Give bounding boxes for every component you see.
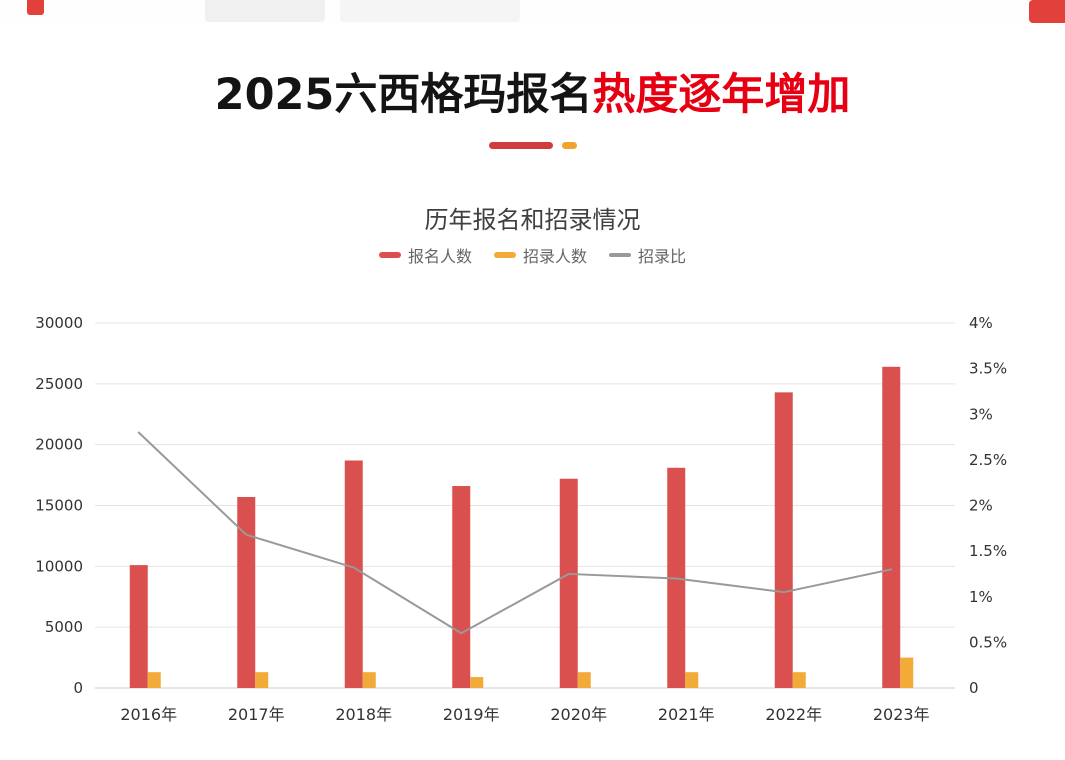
legend-item-admitted[interactable]: 招录人数: [493, 243, 587, 267]
right-axis-tick-label: 0.5%: [969, 633, 1007, 651]
legend-label-applicants: 报名人数: [407, 247, 472, 266]
legend-marker-ratio: [609, 253, 631, 257]
left-axis-tick-label: 20000: [35, 436, 83, 454]
bar-admitted-2022年[interactable]: [792, 672, 806, 688]
page-title-black-part: 2025六西格玛报名: [214, 70, 593, 120]
combo-chart-canvas: 0 5000 10000 15000 20000 25000 30000 0 0.5% 1% 1.5…: [35, 314, 1007, 724]
banner-image-fragment: [340, 0, 520, 22]
right-axis-tick-label: 2.5%: [969, 451, 1007, 469]
right-axis-tick-label: 2%: [969, 497, 993, 515]
bar-admitted-2019年[interactable]: [470, 677, 484, 688]
underline-red-bar: [488, 142, 553, 149]
left-axis-tick-label: 15000: [35, 497, 83, 515]
bar-admitted-2020年[interactable]: [577, 672, 591, 688]
legend-marker-applicants: [378, 252, 401, 258]
title-underline: [0, 142, 1065, 149]
bar-applicants-2022年[interactable]: [774, 392, 793, 688]
right-axis-tick-label: 0: [969, 679, 979, 697]
bar-admitted-2021年[interactable]: [685, 672, 699, 688]
bar-applicants-2020年[interactable]: [559, 478, 578, 688]
x-axis-label-2023年: 2023年: [873, 705, 930, 724]
bar-applicants-2023年[interactable]: [882, 366, 901, 688]
left-axis-tick-label: 30000: [35, 314, 83, 332]
legend-marker-admitted: [493, 252, 516, 258]
banner-logo-fragment: [27, 0, 44, 15]
legend-item-applicants[interactable]: 报名人数: [378, 243, 472, 267]
bar-admitted-2018年[interactable]: [362, 672, 376, 688]
corner-button-fragment[interactable]: [1029, 0, 1065, 23]
page-title: 2025六西格玛报名热度逐年增加: [0, 70, 1065, 120]
right-axis-tick-label: 1%: [969, 588, 993, 606]
left-axis-tick-label: 25000: [35, 375, 83, 393]
bar-admitted-2016年[interactable]: [147, 672, 161, 688]
chart-legend: 报名人数 招录人数 招录比: [0, 243, 1065, 267]
bar-applicants-2018年[interactable]: [344, 460, 363, 688]
x-axis-label-2019年: 2019年: [443, 705, 500, 724]
left-axis-tick-label: 0: [73, 679, 83, 697]
x-axis-label-2017年: 2017年: [228, 705, 285, 724]
underline-orange-dash: [561, 142, 577, 149]
bar-applicants-2016年[interactable]: [129, 565, 148, 688]
right-axis-tick-label: 1.5%: [969, 542, 1007, 560]
bar-admitted-2017年[interactable]: [255, 672, 269, 688]
legend-label-ratio: 招录比: [638, 247, 687, 266]
bar-applicants-2019年[interactable]: [452, 486, 471, 688]
right-axis-tick-label: 4%: [969, 314, 993, 332]
x-axis-label-2020年: 2020年: [550, 705, 607, 724]
legend-label-admitted: 招录人数: [522, 247, 587, 266]
left-axis-tick-label: 10000: [35, 557, 83, 575]
x-axis-label-2016年: 2016年: [120, 705, 177, 724]
bar-admitted-2023年[interactable]: [900, 657, 914, 688]
bar-applicants-2017年[interactable]: [237, 496, 256, 688]
right-axis-tick-label: 3%: [969, 405, 993, 423]
right-axis-tick-label: 3.5%: [969, 360, 1007, 378]
legend-item-ratio[interactable]: 招录比: [609, 243, 686, 267]
top-partial-banner: [0, 0, 1065, 26]
page-title-red-part: 热度逐年增加: [592, 70, 851, 120]
x-axis-label-2018年: 2018年: [335, 705, 392, 724]
banner-image-fragment: [205, 0, 325, 22]
chart-title: 历年报名和招录情况: [424, 206, 641, 234]
line-ratio[interactable]: [137, 431, 893, 635]
x-axis-label-2022年: 2022年: [765, 705, 822, 724]
x-axis-label-2021年: 2021年: [658, 705, 715, 724]
left-axis-tick-label: 5000: [45, 618, 83, 636]
